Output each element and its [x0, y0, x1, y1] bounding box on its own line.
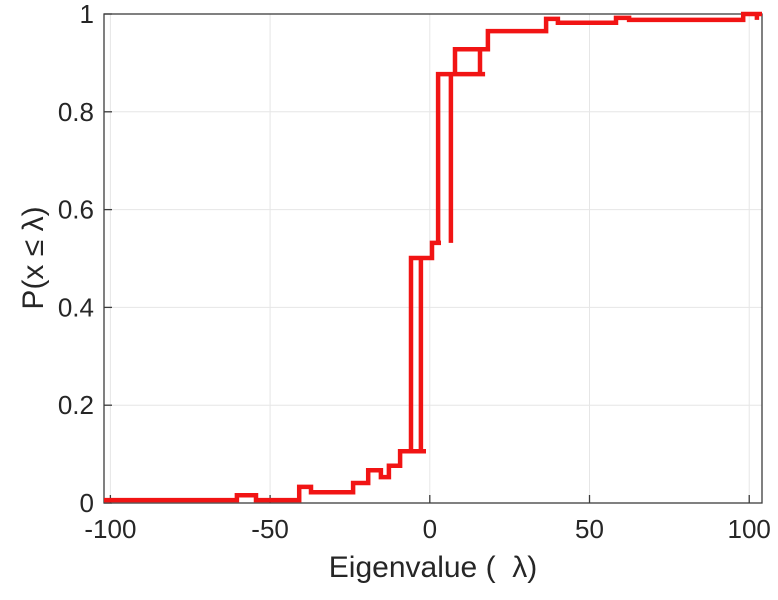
x-tick-label: -100 [84, 514, 136, 544]
y-tick-label: 0.8 [58, 97, 94, 127]
y-axis-label: P(x ≤ λ) [17, 206, 50, 310]
x-tick-label: 50 [575, 514, 604, 544]
plot-box [103, 13, 763, 504]
y-tick-label: 1 [80, 0, 94, 29]
y-tick-label: 0.4 [58, 292, 94, 322]
y-tick-label: 0.6 [58, 195, 94, 225]
x-tick-label: 100 [728, 514, 771, 544]
eigenvalue-ecdf-curve [104, 11, 762, 503]
x-tick-label: -50 [251, 514, 289, 544]
x-axis-label: Eigenvalue ( λ) [328, 551, 538, 584]
x-tick-label: 0 [423, 514, 437, 544]
y-tick-label: 0.2 [58, 390, 94, 420]
y-tick-label: 0 [80, 488, 94, 518]
